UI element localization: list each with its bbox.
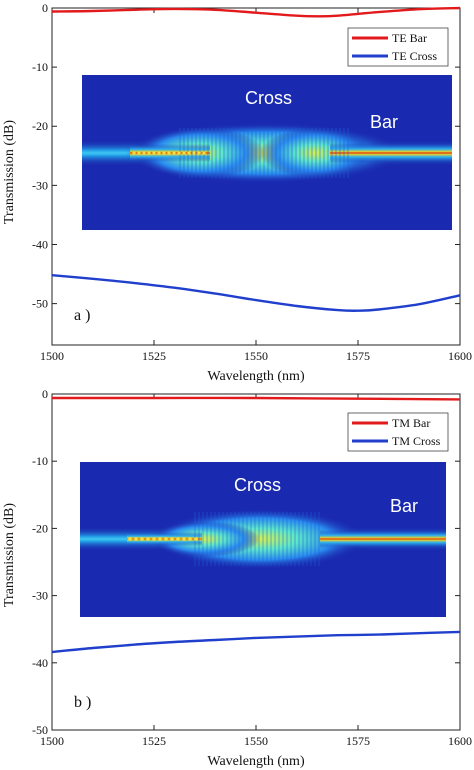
field-hotspot xyxy=(146,537,150,541)
x-tick-label: 1575 xyxy=(346,734,370,748)
y-tick-label: 0 xyxy=(42,387,48,401)
axes-a: 1500 1525 1550 1575 1600 0 -10 -20 -30 -40 -50 xyxy=(32,1,472,363)
field-hotspot xyxy=(140,537,144,541)
y-tick-label: -40 xyxy=(32,237,48,251)
field-hotspot xyxy=(137,151,141,155)
y-tick-label: 0 xyxy=(42,1,48,15)
series-line-tm-bar xyxy=(52,396,461,401)
series-a xyxy=(51,6,461,312)
field-hotspot xyxy=(187,151,191,155)
legend-label-te-cross: TE Cross xyxy=(392,49,437,63)
field-hotspot xyxy=(158,537,162,541)
y-tick-label: -30 xyxy=(32,589,48,603)
field-hotspot xyxy=(202,151,206,155)
legend-b: TM Bar TM Cross xyxy=(347,412,449,452)
field-hotspot xyxy=(176,537,180,541)
x-tick-label: 1600 xyxy=(448,734,472,748)
field-hotspot xyxy=(142,151,146,155)
field-hotspot xyxy=(172,151,176,155)
series-b xyxy=(51,396,461,654)
y-tick-label: -30 xyxy=(32,178,48,192)
series-line-te-cross xyxy=(51,274,461,312)
y-tick-label: -40 xyxy=(32,656,48,670)
field-hotspot xyxy=(164,537,168,541)
x-tick-label: 1600 xyxy=(448,349,472,363)
panel-b: Cross Bar 1500 1525 1550 1575 1600 0 -10 -20 -30… xyxy=(2,387,472,769)
x-tick-label: 1525 xyxy=(142,349,166,363)
y-tick-label: -10 xyxy=(32,454,48,468)
x-axis-title-b: Wavelength (nm) xyxy=(207,754,305,769)
field-hotspot xyxy=(182,537,186,541)
legend-label-te-bar: TE Bar xyxy=(392,31,427,45)
legend-a: TE Bar TE Cross xyxy=(347,27,449,67)
field-hotspot xyxy=(128,537,132,541)
inset-bar-label-b: Bar xyxy=(390,496,418,516)
legend-label-tm-bar: TM Bar xyxy=(392,416,430,430)
field-hotspot xyxy=(162,151,166,155)
x-tick-label: 1500 xyxy=(40,349,64,363)
panel-label-b: b ) xyxy=(74,694,91,711)
inset-cross-label-a: Cross xyxy=(245,88,292,108)
y-axis-title-a: Transmission (dB) xyxy=(2,120,17,224)
y-tick-label: -20 xyxy=(32,119,48,133)
x-tick-label: 1550 xyxy=(244,734,268,748)
field-hotspot xyxy=(182,151,186,155)
field-hotspot xyxy=(170,537,174,541)
axes-b: 1500 1525 1550 1575 1600 0 -10 -20 -30 -40 -50 xyxy=(32,387,472,748)
y-tick-label: -20 xyxy=(32,521,48,535)
field-hotspot xyxy=(157,151,161,155)
panel-label-a: a ) xyxy=(74,307,90,324)
legend-label-tm-cross: TM Cross xyxy=(392,434,441,448)
field-hotspot xyxy=(197,151,201,155)
field-hotspot xyxy=(167,151,171,155)
field-hotspot xyxy=(152,537,156,541)
panel-a: Cross Bar 1500 1525 1550 1575 1600 0 -10 -20 -30… xyxy=(2,1,472,384)
field-hotspot xyxy=(188,537,192,541)
y-tick-label: -10 xyxy=(32,60,48,74)
field-hotspot xyxy=(134,537,138,541)
y-tick-label: -50 xyxy=(32,297,48,311)
field-hotspot xyxy=(177,151,181,155)
inset-bar-label-a: Bar xyxy=(370,112,398,132)
x-tick-label: 1550 xyxy=(244,349,268,363)
inset-cross-label-b: Cross xyxy=(234,475,281,495)
field-hotspot xyxy=(192,151,196,155)
inset-field-image-b xyxy=(80,462,446,617)
y-tick-label: -50 xyxy=(32,723,48,737)
x-tick-label: 1575 xyxy=(346,349,370,363)
series-line-te-bar xyxy=(51,6,461,18)
x-tick-label: 1500 xyxy=(40,734,64,748)
field-hotspot xyxy=(147,151,151,155)
x-axis-title-a: Wavelength (nm) xyxy=(207,369,305,384)
x-tick-label: 1525 xyxy=(142,734,166,748)
field-hotspot xyxy=(132,151,136,155)
series-line-tm-cross xyxy=(51,630,461,654)
inset-field-image-a xyxy=(82,75,452,230)
y-axis-title-b: Transmission (dB) xyxy=(2,503,17,607)
field-hotspot xyxy=(194,537,198,541)
field-hotspot xyxy=(152,151,156,155)
